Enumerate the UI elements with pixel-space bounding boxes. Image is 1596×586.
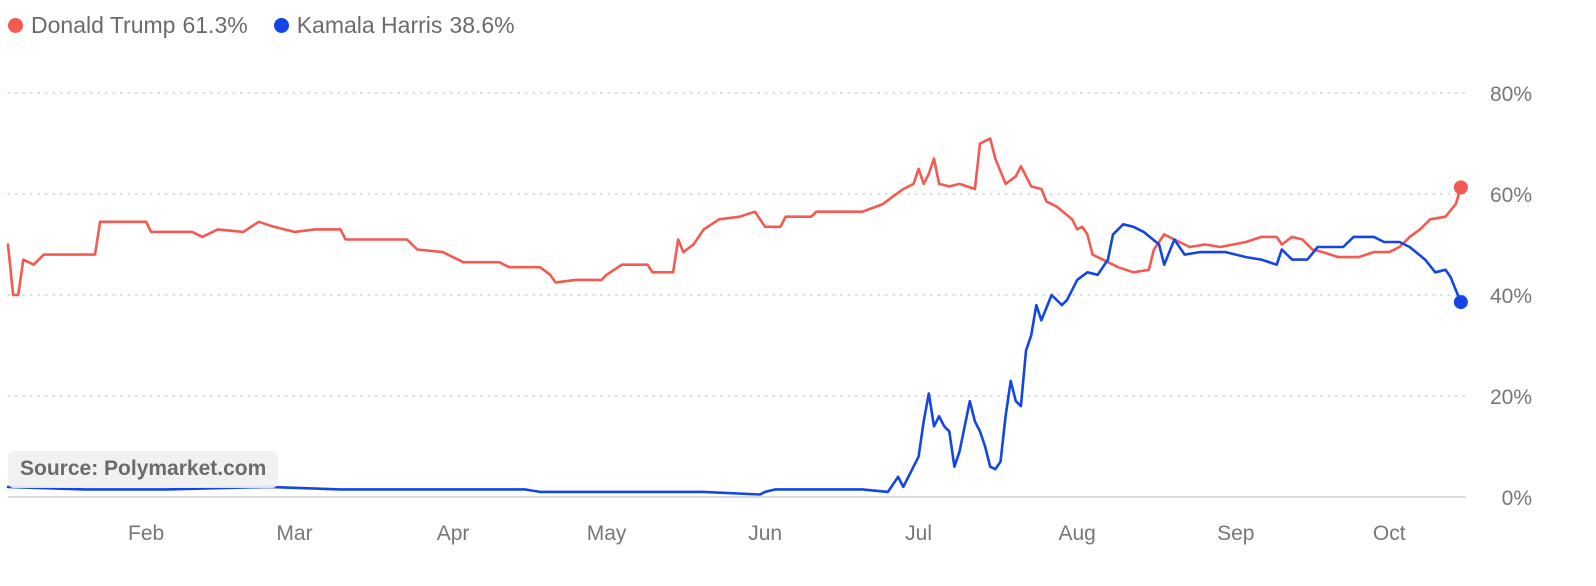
x-tick-label: Feb [128,522,164,545]
series-endpoint-kamala-harris [1453,295,1468,310]
y-tick-label: 80% [1490,83,1532,106]
source-label: Source: Polymarket.com [8,451,279,488]
series-lines [6,137,1463,496]
legend-label-trump: Donald Trump [31,12,176,38]
y-axis-labels: 0% 20% 40% 60% 80% [1490,83,1532,510]
legend-value-harris: 38.6% [449,12,515,38]
y-tick-label: 0% [1502,487,1532,510]
legend: Donald Trump 61.3% Kamala Harris 38.6% [8,12,515,39]
series-endpoints [1453,180,1468,310]
x-tick-label: May [587,522,627,545]
legend-value-trump: 61.3% [182,12,248,38]
x-tick-label: Oct [1373,522,1406,545]
y-tick-label: 60% [1490,184,1532,207]
series-line-kamala-harris [6,223,1463,496]
series-line-donald-trump [6,137,1463,297]
y-tick-label: 20% [1490,386,1532,409]
legend-label-harris: Kamala Harris [296,12,443,38]
legend-dot-harris [273,18,289,33]
x-tick-label: Apr [437,522,470,545]
gridlines [7,92,1467,397]
legend-item-harris[interactable]: Kamala Harris 38.6% [273,12,515,39]
x-tick-label: Jul [905,522,932,545]
x-tick-label: Sep [1217,522,1254,545]
x-tick-label: Mar [276,522,312,545]
x-tick-label: Aug [1059,522,1096,545]
x-axis-labels: Feb Mar Apr May Jun Jul Aug Sep Oct [128,522,1406,545]
legend-dot-trump [8,18,23,33]
series-endpoint-donald-trump [1453,180,1468,195]
y-tick-label: 40% [1490,285,1532,308]
x-tick-label: Jun [748,522,782,545]
legend-item-trump[interactable]: Donald Trump 61.3% [8,12,248,39]
